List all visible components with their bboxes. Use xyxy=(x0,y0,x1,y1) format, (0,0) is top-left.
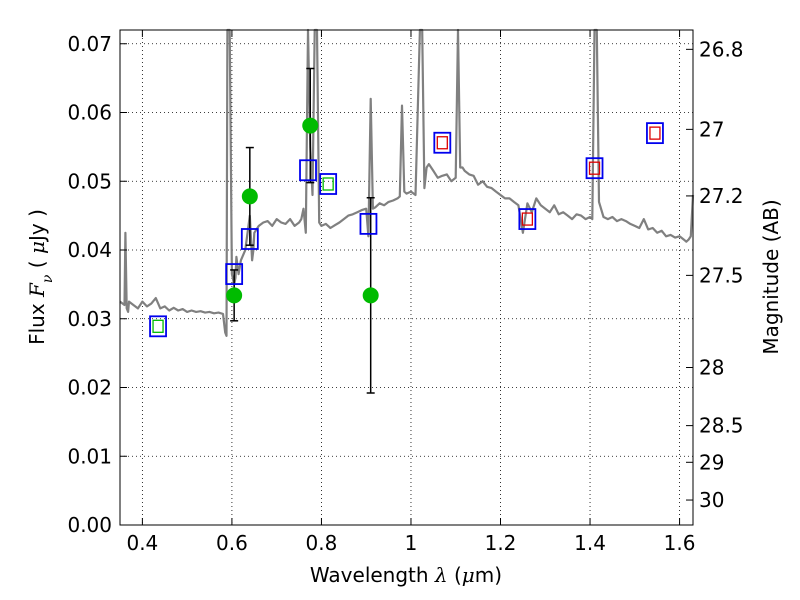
y-axis-title-word: Flux xyxy=(25,297,49,345)
model-photometry-square xyxy=(518,208,537,230)
x-axis-mu: μ xyxy=(462,563,475,587)
y-axis-mu: μ xyxy=(25,241,49,254)
grid xyxy=(120,30,693,526)
photometry-point xyxy=(226,287,243,304)
right-axis-tick-label: 27.5 xyxy=(699,263,744,287)
y-tick-label: 0.06 xyxy=(67,101,112,125)
model-photometry-square xyxy=(149,315,167,338)
plot-frame xyxy=(119,29,694,526)
y-axis-nu: ν xyxy=(40,274,56,283)
sed-model-line xyxy=(119,28,695,337)
spectrum-layer xyxy=(119,28,695,337)
right-axis-tick-label: 27.2 xyxy=(699,184,744,208)
model-photometry-square xyxy=(319,173,338,195)
model-photometry-square xyxy=(585,157,604,180)
model-photometry-layer xyxy=(149,122,664,338)
model-photometry-square xyxy=(299,159,317,182)
photometry-point xyxy=(302,117,319,134)
right-axis-tick-label: 28.5 xyxy=(699,414,744,438)
right-axis-tick-label: 26.8 xyxy=(699,37,744,61)
x-axis-paren-open: ( xyxy=(448,563,462,587)
right-axis-tick-label: 28 xyxy=(699,355,724,379)
y-axis-paren-open: ( xyxy=(25,254,49,275)
model-photometry-square xyxy=(646,122,664,145)
x-axis-unit: m) xyxy=(475,563,502,587)
photometry-nondetection-square xyxy=(322,177,334,191)
y-tick-label: 0.03 xyxy=(67,307,112,331)
photometry-point xyxy=(362,287,379,304)
x-tick-label: 1.6 xyxy=(664,531,696,555)
upper-limit-square xyxy=(521,212,534,226)
upper-limit-square xyxy=(649,126,661,140)
y-axis-title: Flux Fν ( μJy ) xyxy=(25,209,56,345)
x-axis-title-word: Wavelength xyxy=(310,563,435,587)
y-tick-label: 0.07 xyxy=(67,32,112,56)
upper-limit-square xyxy=(588,161,601,175)
right-axis-tick-label: 30 xyxy=(699,488,724,512)
y-tick-label: 0.01 xyxy=(67,444,112,468)
right-axis-tick-label: 27 xyxy=(699,117,724,141)
right-axis-tick-label: 29 xyxy=(699,450,724,474)
y-tick-label: 0.02 xyxy=(67,376,112,400)
photometry-point xyxy=(241,188,258,205)
right-axis-title: Magnitude (AB) xyxy=(759,199,783,354)
x-tick-label: 0.4 xyxy=(126,531,158,555)
x-axis-title: Wavelength λ (μm) xyxy=(310,563,502,587)
y-tick-label: 0.00 xyxy=(67,513,112,537)
x-tick-label: 1.2 xyxy=(485,531,517,555)
x-tick-label: 1 xyxy=(405,531,418,555)
x-tick-label: 1.4 xyxy=(574,531,606,555)
x-tick-label: 0.8 xyxy=(306,531,338,555)
photometry-layer xyxy=(152,117,379,333)
model-photometry-square xyxy=(240,228,259,250)
y-axis-F: F xyxy=(25,282,49,298)
upper-limit-layer xyxy=(436,126,661,226)
y-tick-label: 0.04 xyxy=(67,238,112,262)
photometry-nondetection-square xyxy=(152,319,164,333)
y-tick-label: 0.05 xyxy=(67,169,112,193)
x-axis-lambda: λ xyxy=(434,563,448,587)
model-photometry-square xyxy=(433,131,452,154)
y-axis-unit: Jy ) xyxy=(25,209,49,243)
upper-limit-square xyxy=(436,136,448,150)
model-photometry-square xyxy=(359,212,378,235)
x-tick-label: 0.6 xyxy=(216,531,248,555)
ticks xyxy=(120,30,693,526)
model-photometry-square xyxy=(225,263,244,285)
tick-labels: 0.4 0.6 0.8 1 1.2 1.4 1.6 0.00 0.01 0.02 0.03 0.04 0… xyxy=(67,32,743,555)
